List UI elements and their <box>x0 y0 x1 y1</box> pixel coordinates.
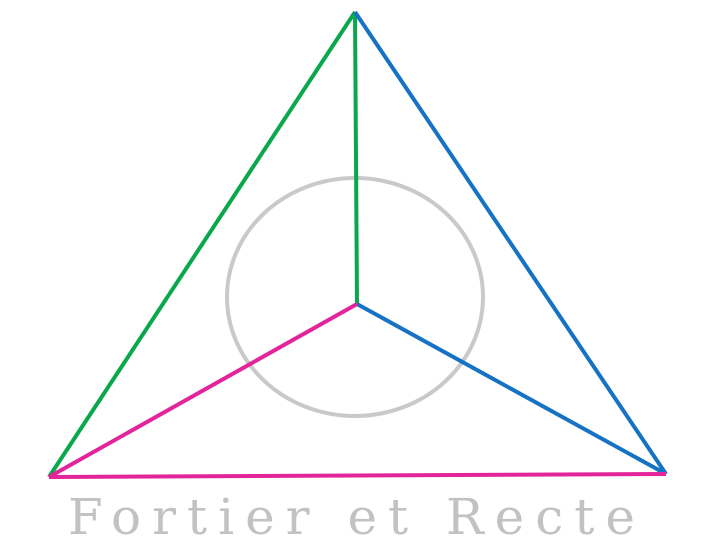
vertical-center-line <box>353 11 359 305</box>
left-inner-spoke <box>48 302 358 479</box>
left-outer-edge <box>47 10 357 479</box>
right-outer-edge <box>353 10 668 476</box>
motto-text: Fortier et Recte <box>68 488 646 546</box>
bottom-edge <box>48 472 667 479</box>
right-inner-spoke <box>356 302 667 476</box>
